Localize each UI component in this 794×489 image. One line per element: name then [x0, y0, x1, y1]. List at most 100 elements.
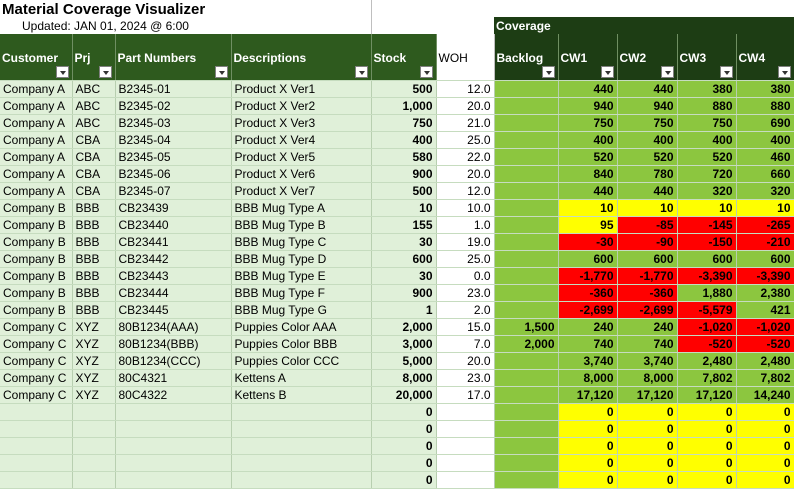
cell-cw3[interactable]: 320: [677, 182, 737, 200]
cell-description[interactable]: [231, 403, 372, 421]
cell-backlog[interactable]: 2,000: [494, 335, 559, 353]
cell-customer[interactable]: [0, 437, 73, 455]
cell-stock[interactable]: 155: [371, 216, 437, 234]
cell-customer[interactable]: Company C: [0, 369, 73, 387]
cell-prj[interactable]: BBB: [72, 216, 116, 234]
cell-description[interactable]: Product X Ver6: [231, 165, 372, 183]
cell-prj[interactable]: CBA: [72, 182, 116, 200]
filter-dropdown-icon[interactable]: [600, 65, 614, 78]
cell-cw3[interactable]: 0: [677, 454, 737, 472]
cell-stock[interactable]: 500: [371, 182, 437, 200]
cell-prj[interactable]: [72, 454, 116, 472]
cell-cw1[interactable]: 0: [558, 420, 618, 438]
cell-customer[interactable]: Company C: [0, 386, 73, 404]
cell-part-number[interactable]: B2345-01: [115, 80, 232, 98]
cell-stock[interactable]: 750: [371, 114, 437, 132]
cell-customer[interactable]: Company A: [0, 97, 73, 115]
filter-dropdown-icon[interactable]: [660, 65, 674, 78]
cell-woh[interactable]: 25.0: [436, 131, 495, 149]
cell-customer[interactable]: Company A: [0, 165, 73, 183]
cell-part-number[interactable]: [115, 454, 232, 472]
cell-stock[interactable]: 20,000: [371, 386, 437, 404]
cell-customer[interactable]: Company B: [0, 284, 73, 302]
cell-customer[interactable]: [0, 420, 73, 438]
cell-cw1[interactable]: 840: [558, 165, 618, 183]
cell-woh[interactable]: 12.0: [436, 80, 495, 98]
cell-cw4[interactable]: 400: [736, 131, 794, 149]
cell-backlog[interactable]: [494, 114, 559, 132]
cell-cw2[interactable]: 0: [617, 403, 678, 421]
cell-cw2[interactable]: 400: [617, 131, 678, 149]
cell-woh[interactable]: 23.0: [436, 284, 495, 302]
cell-part-number[interactable]: 80B1234(CCC): [115, 352, 232, 370]
cell-woh[interactable]: 17.0: [436, 386, 495, 404]
cell-backlog[interactable]: [494, 250, 559, 268]
cell-description[interactable]: Product X Ver7: [231, 182, 372, 200]
cell-stock[interactable]: 0: [371, 403, 437, 421]
cell-woh[interactable]: 2.0: [436, 301, 495, 319]
cell-woh[interactable]: [436, 471, 495, 489]
cell-description[interactable]: Kettens B: [231, 386, 372, 404]
cell-cw1[interactable]: 0: [558, 454, 618, 472]
cell-customer[interactable]: Company B: [0, 199, 73, 217]
cell-customer[interactable]: [0, 403, 73, 421]
cell-cw3[interactable]: 0: [677, 471, 737, 489]
filter-dropdown-icon[interactable]: [98, 65, 112, 78]
cell-part-number[interactable]: B2345-06: [115, 165, 232, 183]
cell-cw1[interactable]: 520: [558, 148, 618, 166]
cell-part-number[interactable]: CB23443: [115, 267, 232, 285]
cell-part-number[interactable]: 80B1234(BBB): [115, 335, 232, 353]
cell-customer[interactable]: Company C: [0, 318, 73, 336]
cell-woh[interactable]: 19.0: [436, 233, 495, 251]
cell-backlog[interactable]: [494, 199, 559, 217]
cell-woh[interactable]: [436, 420, 495, 438]
cell-description[interactable]: [231, 471, 372, 489]
cell-stock[interactable]: 5,000: [371, 352, 437, 370]
cell-cw1[interactable]: -1,770: [558, 267, 618, 285]
cell-cw4[interactable]: 690: [736, 114, 794, 132]
cell-cw4[interactable]: 2,480: [736, 352, 794, 370]
cell-prj[interactable]: XYZ: [72, 386, 116, 404]
cell-cw2[interactable]: 600: [617, 250, 678, 268]
cell-customer[interactable]: [0, 454, 73, 472]
cell-backlog[interactable]: [494, 471, 559, 489]
cell-cw4[interactable]: 0: [736, 454, 794, 472]
cell-description[interactable]: BBB Mug Type B: [231, 216, 372, 234]
cell-stock[interactable]: 900: [371, 284, 437, 302]
cell-backlog[interactable]: [494, 284, 559, 302]
cell-prj[interactable]: [72, 437, 116, 455]
cell-stock[interactable]: 600: [371, 250, 437, 268]
cell-customer[interactable]: Company B: [0, 233, 73, 251]
cell-backlog[interactable]: [494, 233, 559, 251]
cell-cw2[interactable]: 8,000: [617, 369, 678, 387]
cell-cw3[interactable]: 7,802: [677, 369, 737, 387]
cell-prj[interactable]: XYZ: [72, 352, 116, 370]
cell-stock[interactable]: 1,000: [371, 97, 437, 115]
cell-cw3[interactable]: 380: [677, 80, 737, 98]
cell-backlog[interactable]: [494, 148, 559, 166]
cell-customer[interactable]: Company B: [0, 267, 73, 285]
cell-prj[interactable]: BBB: [72, 233, 116, 251]
cell-cw4[interactable]: 0: [736, 437, 794, 455]
cell-cw4[interactable]: 10: [736, 199, 794, 217]
filter-dropdown-icon[interactable]: [777, 65, 791, 78]
cell-description[interactable]: [231, 437, 372, 455]
cell-stock[interactable]: 8,000: [371, 369, 437, 387]
cell-cw1[interactable]: 0: [558, 471, 618, 489]
cell-part-number[interactable]: B2345-04: [115, 131, 232, 149]
cell-description[interactable]: Puppies Color BBB: [231, 335, 372, 353]
cell-cw2[interactable]: 10: [617, 199, 678, 217]
cell-stock[interactable]: 2,000: [371, 318, 437, 336]
cell-backlog[interactable]: [494, 267, 559, 285]
cell-stock[interactable]: 30: [371, 267, 437, 285]
cell-cw4[interactable]: -265: [736, 216, 794, 234]
cell-woh[interactable]: 12.0: [436, 182, 495, 200]
cell-description[interactable]: BBB Mug Type E: [231, 267, 372, 285]
cell-cw3[interactable]: 880: [677, 97, 737, 115]
cell-stock[interactable]: 1: [371, 301, 437, 319]
cell-cw1[interactable]: 95: [558, 216, 618, 234]
cell-customer[interactable]: Company B: [0, 216, 73, 234]
cell-cw3[interactable]: 17,120: [677, 386, 737, 404]
cell-cw2[interactable]: -90: [617, 233, 678, 251]
cell-stock[interactable]: 900: [371, 165, 437, 183]
